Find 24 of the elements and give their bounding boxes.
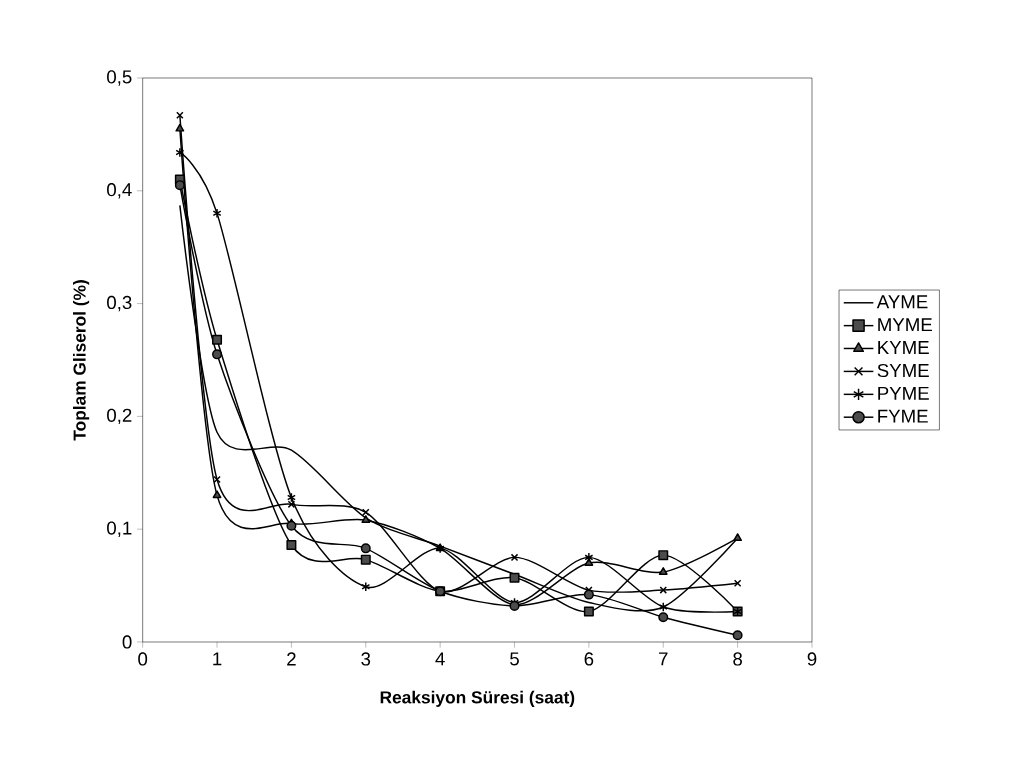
x-axis-title: Reaksiyon Süresi (saat) bbox=[380, 690, 575, 707]
x-tick-label: 0 bbox=[138, 652, 148, 666]
x-tick-label: 4 bbox=[435, 652, 445, 666]
y-axis-title: Toplam Gliserol (%) bbox=[73, 280, 90, 441]
legend-label: AYME bbox=[876, 295, 928, 309]
x-tick-label: 6 bbox=[584, 652, 594, 666]
legend-label: KYME bbox=[878, 341, 929, 354]
y-tick-label: 0,1 bbox=[107, 521, 132, 537]
y-tick-label: 0,3 bbox=[107, 295, 132, 312]
x-tick-label: 3 bbox=[361, 652, 371, 666]
x-tick-label: 9 bbox=[807, 652, 817, 666]
x-tick-label: 8 bbox=[733, 652, 743, 666]
legend-label: SYME bbox=[877, 363, 929, 378]
x-tick-label: 7 bbox=[659, 652, 668, 666]
y-tick-label: 0,4 bbox=[107, 183, 132, 199]
legend-label: PYME bbox=[878, 386, 929, 400]
legend-label: FYME bbox=[878, 409, 928, 423]
y-tick-label: 0 bbox=[122, 635, 132, 649]
x-tick-label: 2 bbox=[287, 652, 296, 666]
y-tick-label: 0,5 bbox=[107, 70, 132, 86]
x-tick-label: 5 bbox=[510, 652, 519, 666]
legend-label: MYME bbox=[878, 318, 932, 332]
y-tick-label: 0,2 bbox=[107, 408, 132, 425]
x-tick-label: 1 bbox=[213, 652, 222, 666]
